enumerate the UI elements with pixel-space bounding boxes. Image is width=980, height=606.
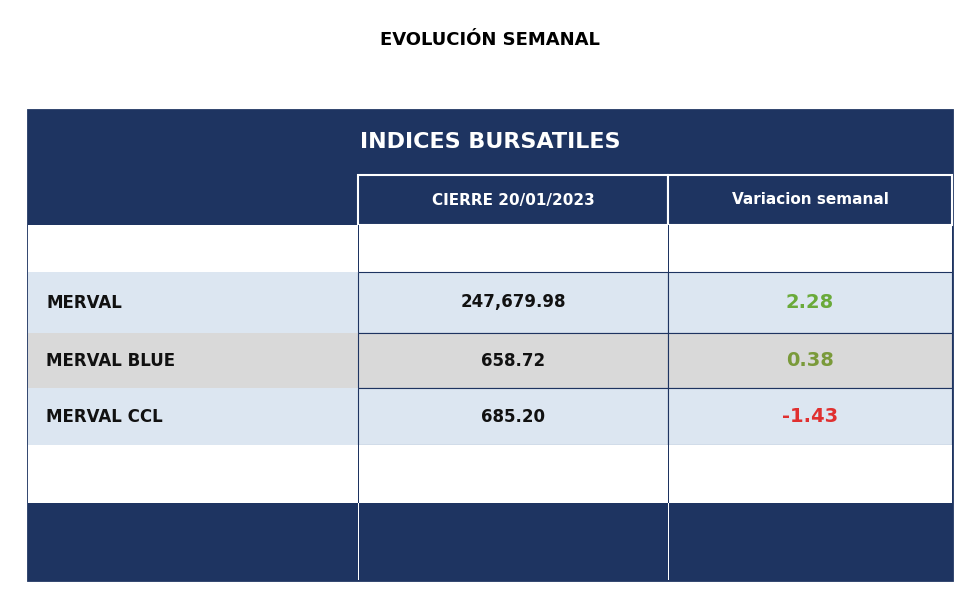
Bar (668, 225, 669, 272)
Bar (358, 388, 668, 445)
Text: 0.38: 0.38 (786, 351, 834, 370)
Bar (28, 445, 952, 503)
Text: 685.20: 685.20 (481, 407, 545, 425)
Bar (28, 272, 358, 333)
Text: 247,679.98: 247,679.98 (461, 293, 565, 311)
Text: 2.28: 2.28 (786, 293, 834, 312)
Bar (28, 333, 358, 388)
Bar (28, 110, 952, 580)
Bar (358, 503, 359, 580)
Text: CIERRE 20/01/2023: CIERRE 20/01/2023 (431, 193, 595, 207)
Bar (668, 272, 952, 333)
Bar (28, 225, 952, 272)
Bar (668, 503, 669, 580)
Text: EVOLUCIÓN SEMANAL: EVOLUCIÓN SEMANAL (380, 31, 600, 49)
Bar (28, 175, 952, 225)
Bar (358, 445, 359, 503)
Text: -1.43: -1.43 (782, 407, 838, 426)
Bar (358, 333, 668, 388)
Bar (668, 388, 952, 445)
Bar (668, 445, 669, 503)
Text: MERVAL CCL: MERVAL CCL (46, 407, 163, 425)
Text: INDICES BURSATILES: INDICES BURSATILES (360, 133, 620, 153)
Bar (28, 503, 952, 580)
Bar (668, 333, 952, 388)
Text: Variacion semanal: Variacion semanal (731, 193, 889, 207)
Bar (358, 272, 668, 333)
Text: MERVAL BLUE: MERVAL BLUE (46, 351, 175, 370)
Bar (358, 225, 359, 272)
Bar (358, 175, 668, 225)
Bar (28, 110, 952, 175)
Bar (28, 388, 358, 445)
Text: 658.72: 658.72 (481, 351, 545, 370)
Text: MERVAL: MERVAL (46, 293, 122, 311)
Bar (668, 175, 952, 225)
